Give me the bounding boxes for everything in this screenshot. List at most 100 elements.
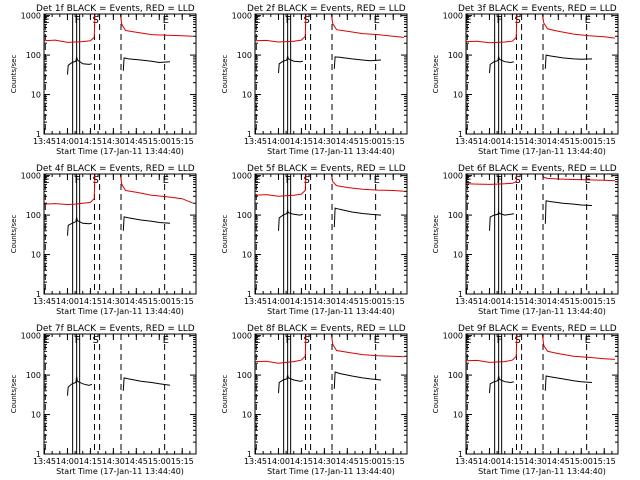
x-tick-label: 15:15	[593, 457, 616, 466]
y-tick-label: 10	[242, 411, 252, 420]
x-tick-label: 14:15	[501, 457, 524, 466]
y-axis-label: Counts/sec	[432, 55, 440, 94]
x-tick-label: 13:45	[33, 137, 56, 146]
y-tick-label: 1000	[232, 172, 252, 181]
events-series-line	[67, 216, 171, 236]
y-tick-label: 10	[31, 251, 41, 260]
y-tick-label: 1	[247, 290, 252, 299]
y-tick-label: 10	[453, 91, 463, 100]
panel-title: Det 1f BLACK = Events, RED = LLD	[36, 4, 195, 14]
x-axis-label: Start Time (17-Jan-11 13:44:40)	[478, 307, 606, 316]
lld-series-line	[255, 334, 404, 364]
x-tick-label: 14:00	[267, 457, 290, 466]
marker-label: E	[374, 15, 380, 26]
x-tick-label: 15:15	[171, 297, 194, 306]
y-tick-label: 100	[26, 211, 41, 220]
y-tick-label: 100	[448, 371, 463, 380]
x-tick-label: 14:45	[336, 137, 359, 146]
marker-label: S	[303, 175, 309, 186]
marker-label: E	[374, 335, 380, 346]
marker-label: S	[514, 335, 520, 346]
x-tick-label: 14:30	[313, 137, 336, 146]
marker-label: S	[514, 175, 520, 186]
marker-label: F	[497, 335, 503, 346]
plot-frame	[465, 333, 619, 455]
x-tick-label: 14:45	[547, 457, 570, 466]
x-tick-label: 14:30	[313, 457, 336, 466]
y-tick-label: 1	[458, 290, 463, 299]
x-tick-label: 14:00	[56, 457, 79, 466]
x-tick-label: 14:30	[102, 457, 125, 466]
y-tick-label: 10	[453, 251, 463, 260]
events-series-line	[278, 371, 382, 394]
x-axis-label: Start Time (17-Jan-11 13:44:40)	[56, 467, 184, 476]
lld-series-line	[255, 14, 404, 43]
marker-label: F	[286, 175, 292, 186]
x-tick-label: 13:45	[455, 457, 478, 466]
y-axis-label: Counts/sec	[10, 375, 18, 414]
x-tick-label: 15:15	[593, 297, 616, 306]
y-tick-label: 10	[242, 251, 252, 260]
y-tick-label: 1	[247, 130, 252, 139]
lld-series-line	[44, 174, 194, 206]
y-tick-label: 1	[36, 450, 41, 459]
x-tick-label: 14:15	[79, 457, 102, 466]
y-axis-label: Counts/sec	[432, 375, 440, 414]
plot-frame	[465, 13, 619, 135]
panel-title: Det 3f BLACK = Events, RED = LLD	[458, 4, 617, 14]
x-tick-label: 15:00	[359, 297, 382, 306]
events-series-line	[489, 375, 593, 394]
marker-label: F	[497, 175, 503, 186]
y-tick-label: 10	[31, 91, 41, 100]
marker-label: F	[75, 175, 81, 186]
x-tick-label: 14:15	[79, 297, 102, 306]
marker-label: E	[585, 175, 591, 186]
y-tick-label: 1000	[443, 12, 463, 21]
marker-label: S	[514, 15, 520, 26]
x-tick-label: 15:00	[148, 297, 171, 306]
x-tick-label: 14:45	[547, 137, 570, 146]
y-tick-label: 1	[458, 450, 463, 459]
x-tick-label: 15:00	[148, 457, 171, 466]
x-tick-label: 14:30	[102, 137, 125, 146]
x-tick-label: 15:00	[570, 297, 593, 306]
x-tick-label: 15:00	[148, 137, 171, 146]
lld-series-line	[255, 174, 404, 197]
x-tick-label: 14:00	[478, 297, 501, 306]
marker-label: F	[75, 15, 81, 26]
y-axis-label: Counts/sec	[10, 55, 18, 94]
lld-series-line	[466, 174, 615, 185]
x-tick-label: 13:45	[33, 457, 56, 466]
y-tick-label: 100	[237, 371, 252, 380]
x-axis-label: Start Time (17-Jan-11 13:44:40)	[267, 147, 395, 156]
marker-label: E	[465, 335, 471, 346]
x-tick-label: 14:15	[290, 457, 313, 466]
y-tick-label: 100	[26, 51, 41, 60]
lld-series-line	[466, 14, 615, 44]
x-tick-label: 14:15	[290, 137, 313, 146]
x-tick-label: 15:00	[359, 457, 382, 466]
plot-frame	[254, 13, 408, 135]
marker-label: E	[43, 335, 49, 346]
marker-label: S	[303, 335, 309, 346]
marker-label: E	[163, 175, 169, 186]
marker-label: S	[92, 335, 98, 346]
y-tick-label: 1	[247, 450, 252, 459]
x-tick-label: 14:00	[478, 457, 501, 466]
x-tick-label: 14:45	[547, 297, 570, 306]
panel-title: Det 7f BLACK = Events, RED = LLD	[36, 324, 195, 334]
x-tick-label: 13:45	[244, 457, 267, 466]
x-tick-label: 15:15	[382, 457, 405, 466]
lld-series-line	[466, 334, 615, 363]
marker-label: E	[43, 175, 49, 186]
y-axis-label: Counts/sec	[221, 375, 229, 414]
marker-label: E	[43, 15, 49, 26]
x-axis-label: Start Time (17-Jan-11 13:44:40)	[267, 467, 395, 476]
marker-label: E	[585, 335, 591, 346]
y-tick-label: 1000	[443, 332, 463, 341]
